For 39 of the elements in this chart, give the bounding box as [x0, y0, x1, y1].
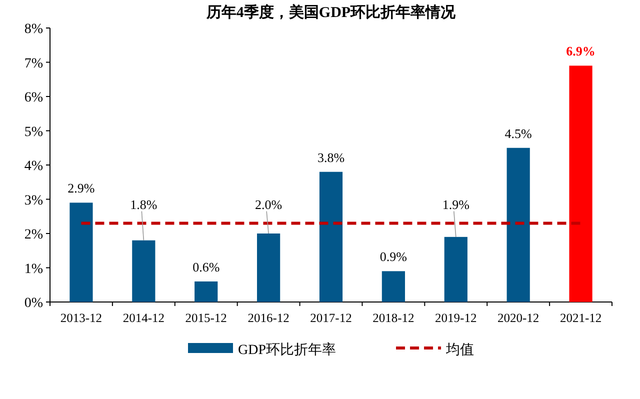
- bar: [506, 148, 530, 302]
- data-label: 2.9%: [68, 180, 95, 196]
- x-tick-label: 2015-12: [185, 311, 227, 325]
- x-tick-label: 2018-12: [372, 311, 414, 325]
- y-tick-label: 0%: [24, 296, 44, 311]
- x-tick-label: 2017-12: [310, 311, 352, 325]
- y-tick-label: 4%: [24, 159, 44, 174]
- y-tick-label: 1%: [24, 262, 44, 277]
- data-label: 1.9%: [442, 197, 470, 212]
- data-label: 6.9%: [566, 44, 596, 59]
- y-tick-label: 2%: [24, 228, 44, 242]
- y-tick-label: 5%: [24, 124, 44, 140]
- data-label: 1.8%: [130, 197, 158, 212]
- chart-title: 历年4季度，美国GDP环比折年率情况: [205, 3, 457, 21]
- legend-label: 均值: [445, 342, 474, 358]
- bar: [444, 236, 468, 302]
- bar: [132, 240, 156, 302]
- y-tick-label: 3%: [24, 193, 44, 208]
- data-label: 0.6%: [192, 259, 220, 274]
- x-tick-label: 2021-12: [560, 311, 602, 325]
- y-tick-label: 7%: [24, 56, 44, 72]
- x-tick-label: 2016-12: [248, 311, 290, 325]
- bar: [257, 234, 280, 302]
- data-label: 3.8%: [317, 150, 345, 165]
- y-tick-label: 6%: [24, 90, 44, 106]
- bar: [319, 172, 343, 302]
- data-label: 0.9%: [380, 249, 408, 264]
- bar: [569, 66, 592, 302]
- data-label: 4.5%: [504, 126, 532, 141]
- bar: [70, 202, 93, 302]
- x-tick-label: 2019-12: [435, 311, 477, 325]
- x-tick-label: 2014-12: [122, 311, 165, 325]
- y-tick-label: 8%: [24, 22, 44, 37]
- legend-label: GDP环比折年率: [238, 342, 336, 358]
- bar: [382, 271, 405, 302]
- x-tick-label: 2020-12: [497, 311, 540, 325]
- data-label: 2.0%: [255, 197, 282, 212]
- bar: [194, 281, 218, 302]
- x-tick-label: 2013-12: [60, 311, 102, 325]
